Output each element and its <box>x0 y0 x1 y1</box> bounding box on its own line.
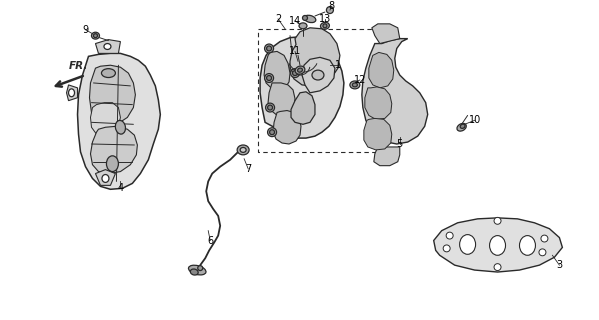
Ellipse shape <box>265 103 274 112</box>
Ellipse shape <box>267 76 271 81</box>
Polygon shape <box>260 37 344 138</box>
Polygon shape <box>90 126 137 173</box>
Ellipse shape <box>443 245 450 252</box>
Ellipse shape <box>302 15 307 20</box>
Ellipse shape <box>298 68 302 72</box>
Ellipse shape <box>312 70 324 80</box>
Text: 12: 12 <box>353 75 366 85</box>
Polygon shape <box>372 24 400 44</box>
Polygon shape <box>77 53 161 189</box>
Polygon shape <box>365 87 392 119</box>
Polygon shape <box>95 40 120 53</box>
Ellipse shape <box>494 264 501 270</box>
Polygon shape <box>362 39 428 144</box>
Text: 5: 5 <box>397 139 403 149</box>
Polygon shape <box>268 83 295 116</box>
Ellipse shape <box>268 128 277 137</box>
Ellipse shape <box>68 89 74 97</box>
Text: 3: 3 <box>556 260 562 270</box>
Ellipse shape <box>446 232 453 239</box>
Ellipse shape <box>539 249 546 256</box>
Polygon shape <box>369 52 394 88</box>
Ellipse shape <box>295 66 305 74</box>
Ellipse shape <box>265 44 274 53</box>
Ellipse shape <box>268 105 273 110</box>
Text: 1: 1 <box>335 60 341 70</box>
Ellipse shape <box>198 266 202 270</box>
Text: 14: 14 <box>289 16 301 26</box>
Polygon shape <box>66 85 77 101</box>
Polygon shape <box>291 92 315 124</box>
Ellipse shape <box>102 174 109 182</box>
Ellipse shape <box>460 124 465 128</box>
Ellipse shape <box>320 22 329 29</box>
Ellipse shape <box>104 44 111 50</box>
Text: 7: 7 <box>245 164 251 174</box>
Ellipse shape <box>270 130 274 135</box>
Polygon shape <box>290 28 340 86</box>
Polygon shape <box>90 103 120 136</box>
Ellipse shape <box>352 83 358 87</box>
Text: FR.: FR. <box>69 61 88 71</box>
Text: 4: 4 <box>117 183 123 193</box>
Polygon shape <box>95 170 116 185</box>
Ellipse shape <box>494 217 501 224</box>
Ellipse shape <box>189 265 206 275</box>
Text: 2: 2 <box>275 14 281 24</box>
Polygon shape <box>273 110 301 144</box>
Text: 11: 11 <box>289 46 301 56</box>
Ellipse shape <box>101 69 116 77</box>
Ellipse shape <box>489 236 506 255</box>
Polygon shape <box>264 52 290 90</box>
Ellipse shape <box>323 24 327 28</box>
Polygon shape <box>364 118 392 150</box>
Ellipse shape <box>326 7 334 13</box>
Ellipse shape <box>116 120 125 134</box>
Ellipse shape <box>92 32 99 39</box>
Ellipse shape <box>267 46 271 51</box>
Ellipse shape <box>541 235 548 242</box>
Text: 8: 8 <box>329 1 335 11</box>
Polygon shape <box>374 147 400 166</box>
Polygon shape <box>89 65 135 125</box>
Ellipse shape <box>93 34 98 38</box>
Ellipse shape <box>459 235 476 254</box>
Ellipse shape <box>237 145 249 155</box>
Ellipse shape <box>265 74 274 83</box>
Text: 13: 13 <box>319 14 331 24</box>
Ellipse shape <box>350 81 360 89</box>
Ellipse shape <box>291 69 300 77</box>
Ellipse shape <box>107 156 119 172</box>
Polygon shape <box>434 218 562 272</box>
Ellipse shape <box>240 148 246 152</box>
Ellipse shape <box>190 269 198 275</box>
Polygon shape <box>302 57 335 93</box>
Ellipse shape <box>457 124 466 131</box>
Ellipse shape <box>292 71 298 76</box>
Text: 10: 10 <box>468 116 481 125</box>
Ellipse shape <box>304 15 316 23</box>
Ellipse shape <box>519 236 536 255</box>
Ellipse shape <box>299 23 307 29</box>
Text: 6: 6 <box>207 236 213 245</box>
Text: 9: 9 <box>83 25 89 35</box>
